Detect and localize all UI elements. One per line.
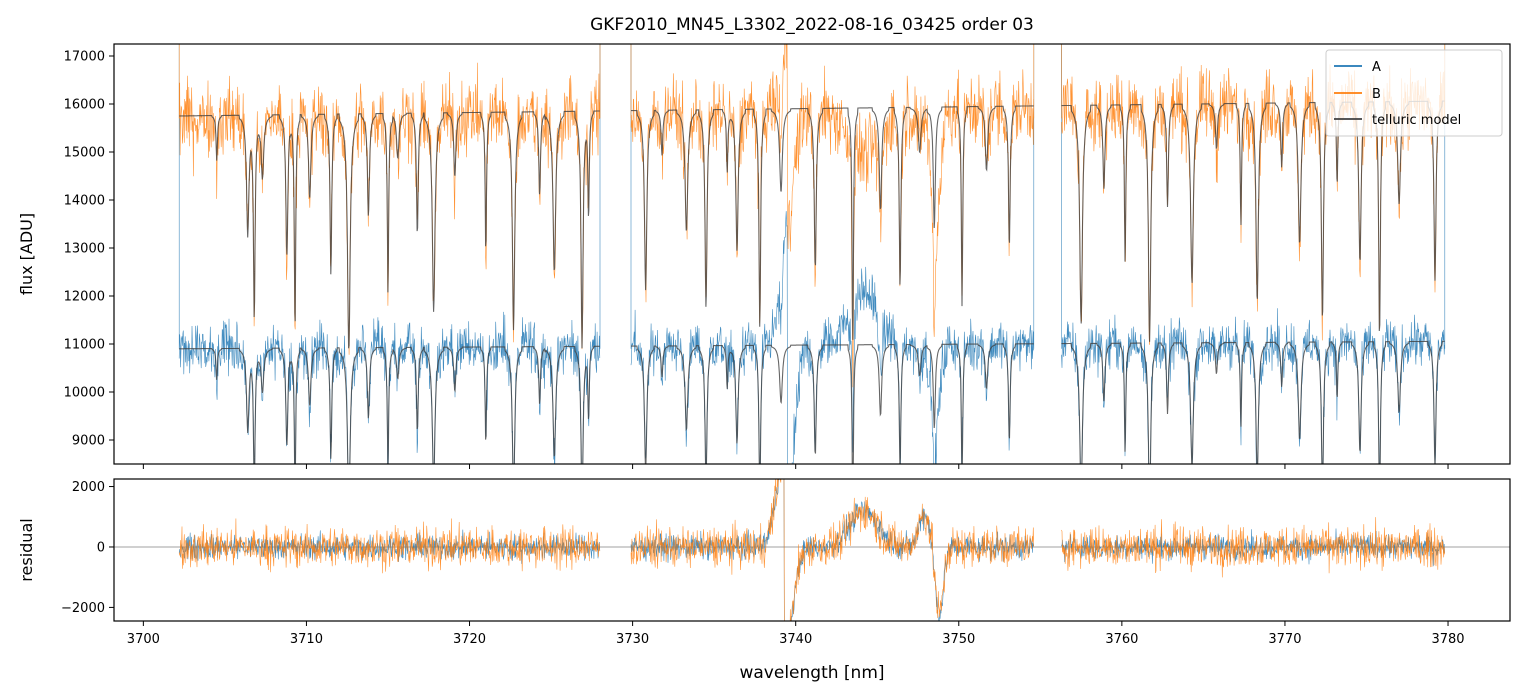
legend-label-telluric: telluric model: [1372, 113, 1461, 128]
residual-x-axis: 3700 3710 3720 3730 3740 3750 3760 3770 3780: [127, 621, 1465, 647]
x-tick-label: 3750: [942, 632, 975, 647]
flux-axes-frame: [113, 43, 1511, 465]
legend: A B telluric model: [1325, 49, 1503, 137]
flux-x-axis: [142, 464, 1449, 469]
flux-y-axis: 9000 10000 11000 12000 13000 14000 15000 16000 1…: [64, 50, 114, 449]
residual-y-tick-label: 2000: [72, 480, 105, 495]
residual-series-b: [178, 479, 1445, 621]
residual-y-label: residual: [17, 518, 36, 581]
residual-axes-frame: [113, 478, 1511, 622]
flux-y-tick-label: 12000: [64, 290, 105, 305]
x-tick-label: 3780: [1431, 632, 1464, 647]
x-tick-label: 3700: [127, 632, 160, 647]
legend-label-a: A: [1372, 60, 1381, 75]
telluric-model-a: [179, 340, 1445, 464]
x-axis-label: wavelength [nm]: [739, 663, 884, 683]
x-tick-label: 3740: [779, 632, 812, 647]
x-tick-label: 3760: [1105, 632, 1138, 647]
flux-y-tick-label: 9000: [72, 434, 105, 449]
legend-frame: [1325, 49, 1503, 137]
x-tick-label: 3730: [616, 632, 649, 647]
telluric-model-b: [179, 100, 1445, 349]
chart-title: GKF2010_MN45_L3302_2022-08-16_03425 orde…: [590, 15, 1034, 35]
x-tick-label: 3770: [1268, 632, 1301, 647]
flux-y-tick-label: 17000: [64, 50, 105, 65]
residual-plot-area: [114, 479, 1510, 621]
flux-y-tick-label: 10000: [64, 386, 105, 401]
flux-y-tick-label: 13000: [64, 242, 105, 257]
x-tick-label: 3720: [453, 632, 486, 647]
flux-y-label: flux [ADU]: [17, 213, 36, 295]
residual-y-axis: −2000 0 2000: [61, 480, 114, 616]
x-tick-label: 3710: [290, 632, 323, 647]
legend-label-b: B: [1372, 87, 1381, 102]
flux-y-tick-label: 14000: [64, 194, 105, 209]
flux-y-tick-label: 15000: [64, 146, 105, 161]
flux-y-tick-label: 11000: [64, 338, 105, 353]
flux-y-tick-label: 16000: [64, 98, 105, 113]
residual-y-tick-label: −2000: [61, 601, 105, 616]
flux-panel: 9000 10000 11000 12000 13000 14000 15000 16000 1…: [17, 43, 1511, 469]
flux-plot-area: [178, 44, 1446, 464]
residual-y-tick-label: 0: [97, 540, 105, 555]
